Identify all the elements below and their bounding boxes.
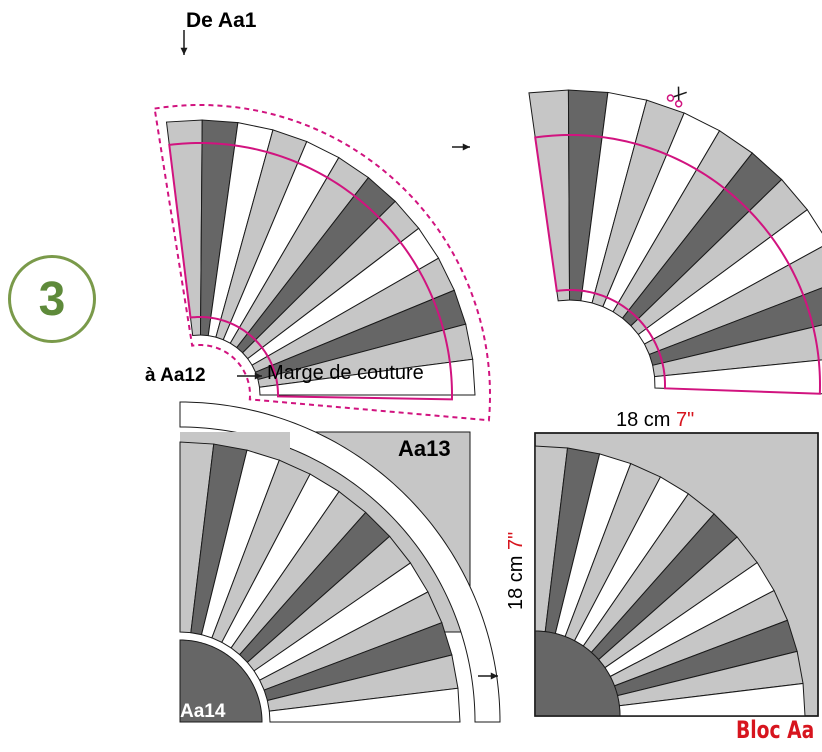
arrow-head [462,143,470,151]
arrow-head [490,672,498,680]
dimension-top: 18 cm 7" [616,410,694,430]
step-number-badge: 3 [8,255,96,343]
finished-quarter-circle [534,630,621,717]
fan-pieced-with-seam [165,119,476,396]
arrow-head [254,372,262,380]
label-to-aa12: à Aa12 [145,365,206,386]
label-piece-aa13: Aa13 [398,436,451,461]
dimension-top-cm: 18 cm [616,409,671,431]
fan-strip [654,359,822,395]
dimension-side-inch: 7" [505,531,527,550]
fan-strip [268,687,461,723]
fan-strip [643,246,822,356]
scissors-blade [673,91,687,98]
fan-strip [258,358,476,396]
fan-pieced-separated [179,441,461,723]
block-name: Bloc Aa [736,716,815,744]
arrow-right-icon [237,372,262,380]
finished-block-border [534,432,819,717]
dimension-side: 18 cm 7" [505,532,528,610]
scissors-handle [674,100,683,108]
scissors-icon [666,86,687,108]
arrow-right-icon [478,672,498,680]
arrow-right-icon [452,143,470,151]
fan-finished [534,445,806,717]
dimension-top-inch: 7" [676,409,695,431]
cut-line [534,133,822,395]
piece-aa14-quarter-circle [179,639,263,723]
arrow-head [180,47,188,55]
label-seam-allowance: Marge de couture [267,362,424,384]
fan-strip [648,287,822,366]
dimension-side-cm: 18 cm [505,555,527,610]
fan-pieced-trim [528,89,822,395]
arrow-down-icon [180,30,188,55]
stitch-line [168,141,454,401]
seam-allowance-outline [153,103,492,422]
scissors-handle [666,94,675,102]
label-from-aa1: De Aa1 [186,9,257,32]
scissors-blade [677,86,680,101]
piece-gap-band [179,401,501,723]
label-piece-aa14: Aa14 [180,701,226,722]
fan-strip [528,89,571,302]
step-number: 3 [38,272,66,326]
fan-strip [165,119,203,336]
